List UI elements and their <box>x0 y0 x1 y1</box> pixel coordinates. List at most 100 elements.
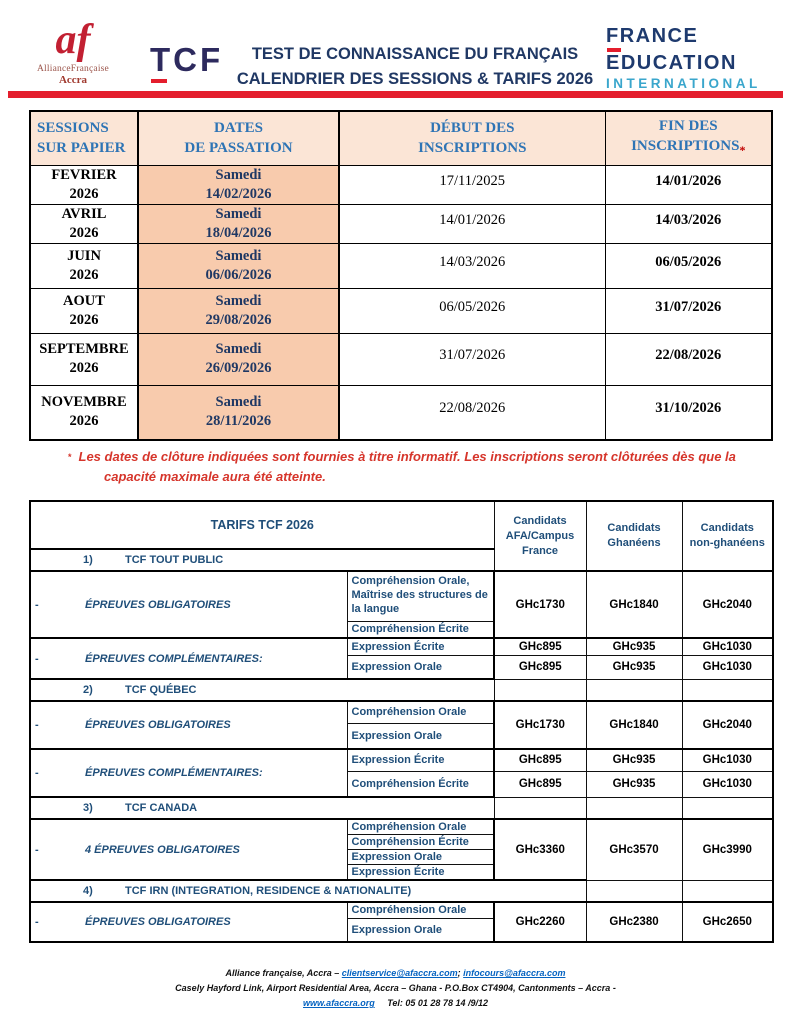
session-start: 14/01/2026 <box>338 203 606 244</box>
price-cell: GHc2040 <box>681 570 774 639</box>
empty-cell <box>585 678 683 702</box>
section-row-tcf-quebec: 2) TCF QUÉBEC <box>29 678 774 702</box>
tarif-row: Compréhension Écrite <box>30 834 773 850</box>
header-dates-de-passation: DATES DE PASSATION <box>137 110 340 166</box>
session-row: AVRIL 2026 Samedi 18/04/2026 14/01/2026 14… <box>29 203 773 244</box>
session-month: SEPTEMBRE 2026 <box>29 332 139 386</box>
price-cell: GHc895 <box>493 748 587 772</box>
af-logo-city: Accra <box>58 74 88 86</box>
test-cell: Compréhension Écrite <box>346 834 496 850</box>
tcf-red-dash <box>151 79 167 83</box>
price-cell: GHc895 <box>493 654 587 680</box>
tarif-row: Compréhension Écrite <box>30 620 773 639</box>
session-row: NOVEMBRE 2026 Samedi 28/11/2026 22/08/2026… <box>29 384 773 441</box>
group-label-obligatoires: - ÉPREUVES OBLIGATOIRES <box>29 570 348 639</box>
group-label-complementaires: - ÉPREUVES COMPLÉMENTAIRES: <box>29 637 348 680</box>
group-label-complementaires: - ÉPREUVES COMPLÉMENTAIRES: <box>29 748 348 798</box>
tarif-row: - ÉPREUVES OBLIGATOIRES Compréhension Ora… <box>29 570 774 639</box>
header-debut-inscriptions: DÉBUT DES INSCRIPTIONS <box>338 110 606 166</box>
session-start: 31/07/2026 <box>338 332 606 386</box>
tarif-row: Compréhension Écrite GHc895 GHc935 GHc10… <box>30 770 774 798</box>
tarif-row: Expression Orale <box>30 849 773 865</box>
test-cell: Expression Orale <box>346 722 496 750</box>
email-link-clientservice[interactable]: clientservice@afaccra.com <box>341 968 458 978</box>
section-title: 2) TCF QUÉBEC <box>29 678 495 702</box>
tcf-logo: TCF <box>150 43 223 83</box>
price-cell: GHc1030 <box>681 748 774 772</box>
price-cell: GHc2260 <box>493 901 587 943</box>
website-link[interactable]: www.afaccra.org <box>303 998 375 1008</box>
session-row: AOUT 2026 Samedi 29/08/2026 06/05/2026 31/… <box>29 287 773 334</box>
note-asterisk: * <box>68 452 72 463</box>
price-cell: GHc1030 <box>681 654 774 680</box>
session-date: Samedi 06/06/2026 <box>137 242 340 289</box>
closing-dates-note: * Les dates de clôture indiquées sont fou… <box>44 447 738 486</box>
empty-cell <box>681 796 774 820</box>
footer-separator: ; <box>457 968 461 978</box>
session-end: 14/03/2026 <box>604 203 773 244</box>
col-header-afa-campus-france: Candidats AFA/Campus France <box>493 500 587 572</box>
alliance-francaise-logo: af AllianceFrançaise Accra <box>28 19 118 86</box>
session-month: JUIN 2026 <box>29 242 139 289</box>
document-title: TEST DE CONNAISSANCE DU FRANÇAIS CALENDR… <box>235 42 595 92</box>
price-cell: GHc1030 <box>681 637 774 656</box>
price-cell: GHc1030 <box>681 770 774 798</box>
footer-web-line: www.afaccra.org Tel: 05 01 28 78 14 /9/1… <box>0 996 791 1011</box>
email-link-infocours[interactable]: infocours@afaccra.com <box>463 968 566 978</box>
session-row: FEVRIER 2026 Samedi 14/02/2026 17/11/2025 … <box>29 164 773 205</box>
price-cell: GHc1840 <box>585 570 683 639</box>
price-cell: GHc1730 <box>493 700 587 750</box>
test-cell: Expression Orale <box>346 849 496 865</box>
fei-line-france: FRANCE <box>606 25 699 47</box>
sessions-header-row: SESSIONS SUR PAPIER DATES DE PASSATION D… <box>29 110 773 166</box>
test-cell: Compréhension Écrite <box>346 770 496 798</box>
group-label-obligatoires: - ÉPREUVES OBLIGATOIRES <box>29 901 348 943</box>
empty-cell <box>681 678 774 702</box>
session-end: 31/10/2026 <box>604 384 773 441</box>
price-cell: GHc895 <box>493 770 587 798</box>
test-cell: Expression Orale <box>346 917 496 943</box>
col-header-ghaneens: Candidats Ghanéens <box>585 500 683 572</box>
header-sessions-sur-papier: SESSIONS SUR PAPIER <box>29 110 139 166</box>
price-cell: GHc2650 <box>681 901 774 943</box>
session-start: 22/08/2026 <box>338 384 606 441</box>
tarifs-title: TARIFS TCF 2026 <box>29 500 495 550</box>
price-cell: GHc3360 <box>493 818 587 881</box>
footer-tel: Tel: 05 01 28 78 14 /9/12 <box>387 998 488 1008</box>
session-start: 14/03/2026 <box>338 242 606 289</box>
price-cell: GHc935 <box>585 770 683 798</box>
tarif-row: - ÉPREUVES OBLIGATOIRES Compréhension Ora… <box>29 901 774 943</box>
section-row-tcf-canada: 3) TCF CANADA <box>29 796 774 820</box>
tarif-row: Expression Orale <box>30 722 773 750</box>
section-row-tcf-tout-public: 1) TCF TOUT PUBLIC <box>29 548 773 572</box>
test-cell: Expression Écrite <box>346 864 496 881</box>
section-row-tcf-irn: 4) TCF IRN (INTEGRATION, RESIDENCE & NATI… <box>29 879 774 903</box>
group-label-4-obligatoires: -4 ÉPREUVES OBLIGATOIRES <box>29 818 348 881</box>
af-logo-name: AllianceFrançaise <box>37 64 109 74</box>
session-start: 17/11/2025 <box>338 164 606 205</box>
section-title: 3) TCF CANADA <box>29 796 495 820</box>
session-date: Samedi 29/08/2026 <box>137 287 340 334</box>
empty-cell <box>493 678 587 702</box>
col-header-non-ghaneens: Candidats non-ghanéens <box>681 500 774 572</box>
sessions-table: SESSIONS SUR PAPIER DATES DE PASSATION D… <box>29 110 773 441</box>
price-cell: GHc3570 <box>585 818 683 881</box>
session-date: Samedi 14/02/2026 <box>137 164 340 205</box>
test-cell: Expression Écrite <box>346 748 496 772</box>
session-row: SEPTEMBRE 2026 Samedi 26/09/2026 31/07/202… <box>29 332 773 386</box>
fei-line-education: EDUCATION <box>606 51 737 74</box>
session-month: AVRIL 2026 <box>29 203 139 244</box>
footer-address: Casely Hayford Link, Airport Residential… <box>175 983 616 993</box>
session-date: Samedi 26/09/2026 <box>137 332 340 386</box>
tarif-row: - ÉPREUVES COMPLÉMENTAIRES: Expression Éc… <box>29 637 774 680</box>
test-cell: Compréhension Orale, Maîtrise des struct… <box>346 570 496 622</box>
footnote-asterisk: * <box>739 143 746 158</box>
test-cell: Expression Écrite <box>346 637 496 656</box>
title-line-1: TEST DE CONNAISSANCE DU FRANÇAIS <box>251 45 579 63</box>
tarifs-header-row: TARIFS TCF 2026 Candidats AFA/Campus Fra… <box>29 500 774 572</box>
tarif-row: -4 ÉPREUVES OBLIGATOIRES Compréhension O… <box>29 818 774 881</box>
price-cell: GHc2380 <box>585 901 683 943</box>
footer-org: Alliance française, Accra – <box>225 968 340 978</box>
empty-cell <box>681 879 774 903</box>
session-date: Samedi 28/11/2026 <box>137 384 340 441</box>
